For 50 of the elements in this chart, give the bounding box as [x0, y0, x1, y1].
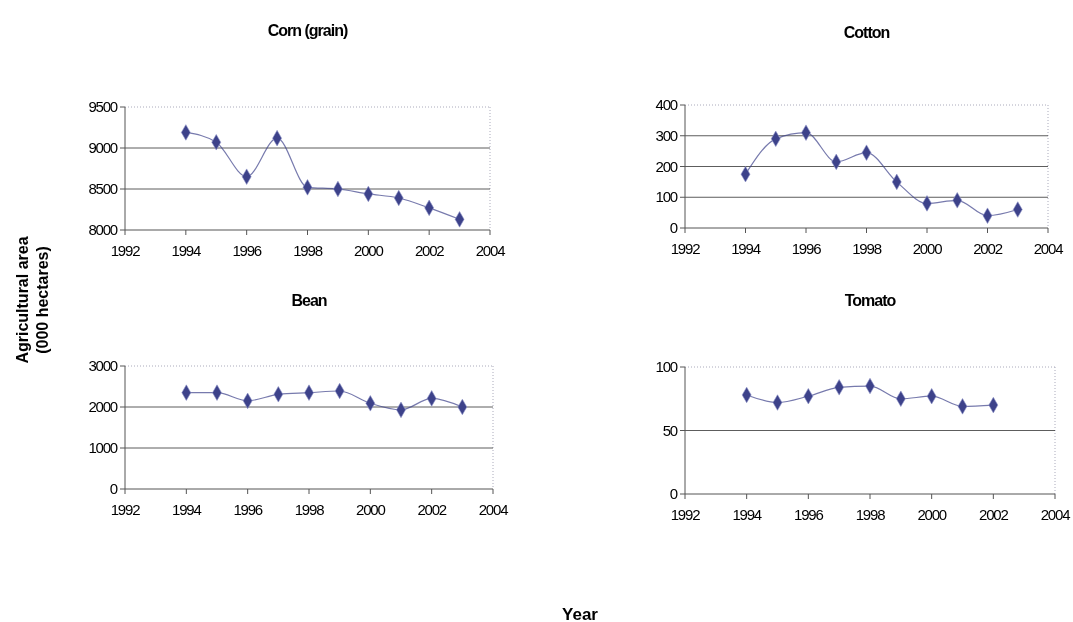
y-tick-label: 200	[655, 157, 678, 175]
x-tick-label: 2000	[354, 242, 384, 259]
y-tick-label: 3000	[88, 357, 118, 374]
x-tick-label: 2000	[912, 240, 943, 257]
x-tick-label: 2004	[1033, 240, 1064, 257]
x-tick-label: 1998	[293, 242, 323, 259]
y-tick-label: 400	[655, 96, 678, 113]
x-tick-label: 1996	[232, 242, 262, 259]
x-tick-label: 2002	[979, 506, 1009, 523]
x-tick-label: 1992	[670, 240, 701, 257]
chart-title: Bean	[291, 292, 327, 309]
chart-title: Cotton	[843, 24, 890, 41]
x-tick-label: 1998	[855, 506, 886, 523]
x-tick-label: 1996	[791, 240, 822, 257]
x-tick-label: 2000	[356, 501, 386, 518]
x-tick-label: 1992	[110, 242, 141, 259]
x-tick-label: 1996	[233, 501, 263, 518]
x-tick-label: 2002	[417, 501, 447, 518]
chart-title: Tomato	[844, 292, 897, 309]
x-tick-label: 2004	[475, 242, 506, 259]
x-tick-label: 1994	[731, 240, 761, 257]
x-tick-label: 2004	[1040, 506, 1071, 523]
x-axis-title: Year	[562, 605, 599, 622]
x-tick-label: 1994	[172, 501, 202, 518]
x-tick-label: 2002	[414, 242, 445, 259]
y-tick-label: 9500	[88, 98, 118, 115]
y-tick-label: 8000	[88, 221, 118, 238]
x-tick-label: 1994	[732, 506, 762, 523]
y-tick-label: 2000	[88, 398, 118, 415]
x-tick-label: 2004	[478, 501, 509, 518]
y-tick-label: 8500	[88, 180, 118, 197]
x-tick-label: 2002	[973, 240, 1003, 257]
chart-title: Corn (grain)	[267, 22, 348, 39]
x-tick-label: 1994	[171, 242, 201, 259]
x-tick-label: 1992	[670, 506, 701, 523]
y-axis-title: Agricultural area (000 hectares)	[14, 236, 51, 364]
y-tick-label: 9000	[88, 139, 118, 156]
y-tick-label: 300	[655, 126, 678, 144]
x-tick-label: 1998	[852, 240, 882, 257]
y-tick-label: 0	[669, 485, 678, 502]
y-tick-label: 50	[662, 421, 678, 439]
y-tick-label: 0	[109, 480, 118, 497]
x-tick-label: 2000	[917, 506, 947, 523]
x-tick-label: 1998	[294, 501, 325, 518]
y-tick-label: 100	[655, 188, 678, 206]
y-tick-label: 100	[655, 358, 678, 375]
y-tick-label: 1000	[88, 439, 118, 456]
x-tick-label: 1992	[110, 501, 141, 518]
x-tick-label: 1996	[794, 506, 824, 523]
y-tick-label: 0	[669, 219, 678, 236]
